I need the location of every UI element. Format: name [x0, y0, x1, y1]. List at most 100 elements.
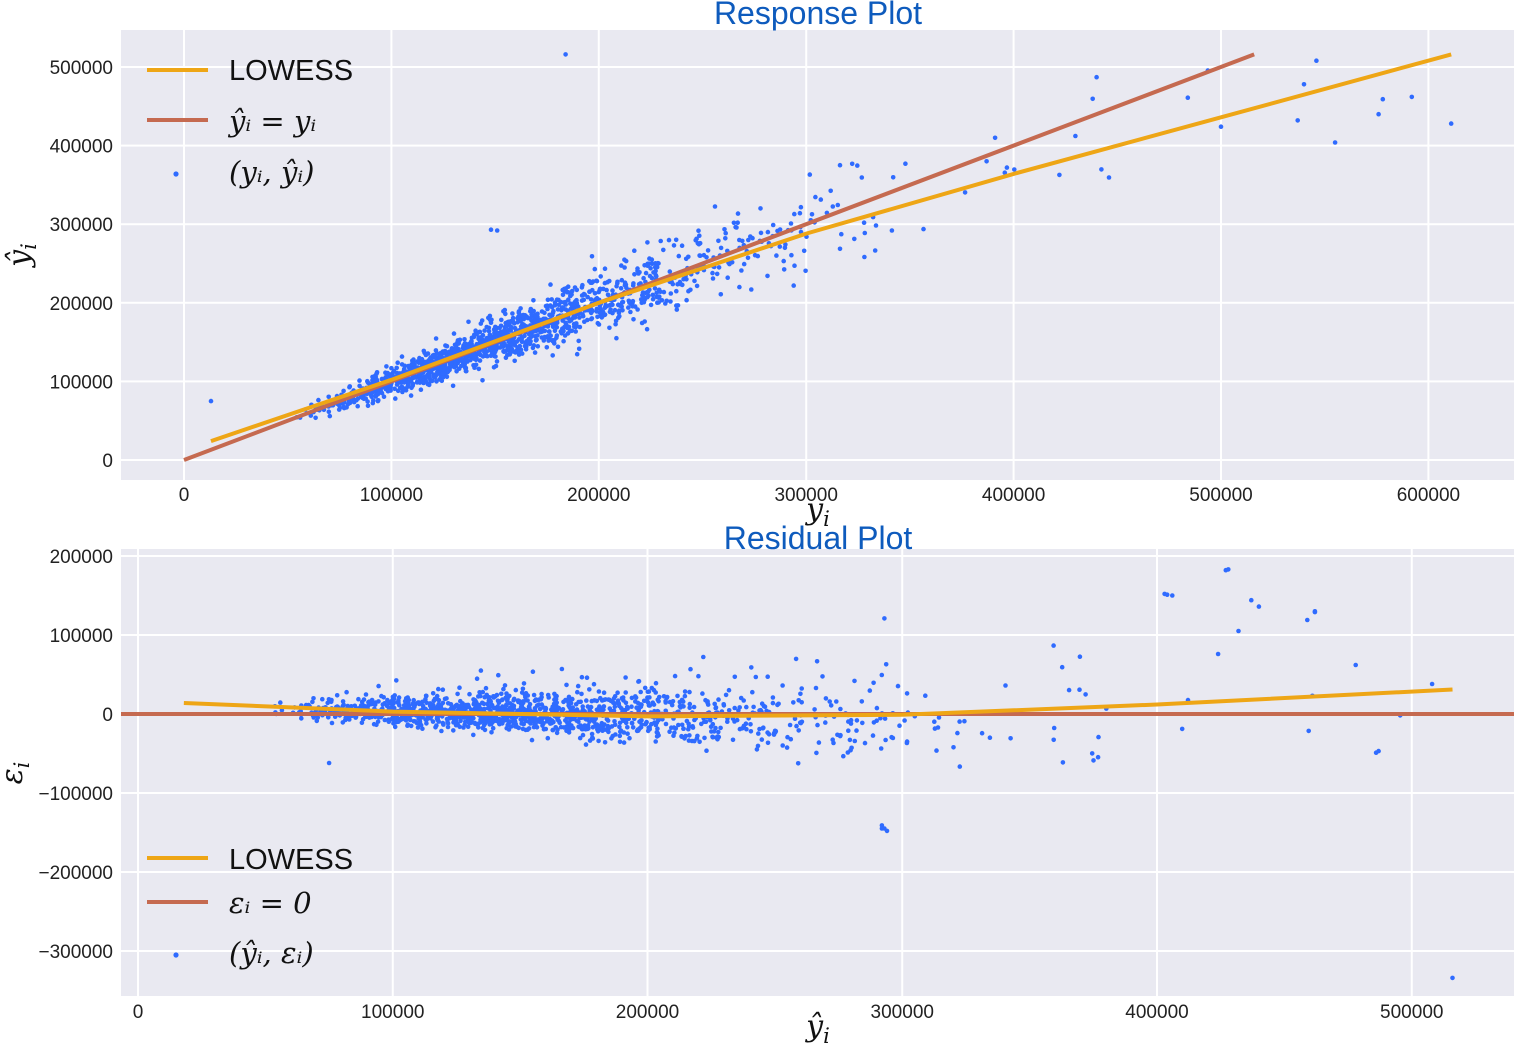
point [476, 336, 481, 342]
point [376, 398, 381, 403]
point [564, 682, 569, 688]
point [620, 695, 626, 700]
point [507, 338, 513, 344]
point [674, 307, 680, 312]
point [499, 317, 504, 323]
point [597, 724, 603, 730]
point [1051, 725, 1057, 731]
point [621, 730, 627, 735]
point [878, 746, 884, 751]
point [279, 708, 285, 713]
point [828, 703, 834, 708]
point [649, 261, 655, 267]
point [610, 302, 615, 308]
point [690, 725, 696, 730]
point [507, 320, 513, 326]
point [647, 273, 653, 279]
point [424, 700, 429, 706]
point [549, 720, 554, 726]
point [550, 704, 555, 710]
point [984, 159, 989, 164]
point [511, 349, 517, 354]
x-tick-label: 0 [179, 485, 190, 506]
point [535, 344, 541, 349]
point [1091, 758, 1096, 763]
point [463, 366, 468, 371]
point [667, 729, 672, 734]
point [485, 336, 491, 341]
point [726, 687, 732, 693]
residual-x-axis-label: ŷi [804, 1009, 830, 1047]
point [831, 740, 836, 746]
point [528, 332, 534, 338]
point [932, 719, 937, 724]
point [403, 696, 409, 701]
point [782, 245, 788, 251]
point [813, 194, 818, 200]
point [432, 353, 438, 359]
point [618, 303, 623, 309]
point [979, 730, 985, 736]
y-tick-label: −100000 [39, 784, 114, 805]
point [759, 737, 765, 742]
point [671, 725, 677, 730]
y-tick-label: 300000 [50, 215, 113, 236]
y-tick-label: 100000 [50, 372, 113, 393]
point [681, 726, 686, 731]
point [733, 224, 738, 230]
point [480, 378, 485, 383]
point [957, 719, 962, 724]
point [487, 695, 492, 700]
point [588, 297, 594, 302]
point [560, 287, 565, 293]
point [545, 735, 551, 741]
point [347, 717, 352, 722]
point [694, 283, 700, 289]
point [772, 728, 778, 734]
point [476, 694, 481, 699]
point [650, 700, 656, 705]
point [700, 691, 705, 696]
point [645, 289, 651, 295]
point [756, 731, 761, 736]
point [799, 686, 804, 691]
point [624, 704, 630, 710]
y-tick-label: 0 [102, 705, 113, 726]
point [612, 307, 618, 313]
point [369, 697, 375, 703]
point [878, 715, 883, 721]
point [716, 697, 721, 702]
point [1353, 662, 1358, 668]
point [1066, 687, 1072, 693]
point [590, 736, 596, 741]
point [446, 716, 452, 721]
point [473, 362, 479, 368]
point [1223, 567, 1229, 573]
legend-label-points: (yᵢ, ŷᵢ) [229, 155, 315, 189]
point [380, 702, 386, 707]
point [649, 721, 654, 727]
point [671, 243, 677, 248]
point [528, 307, 534, 313]
point [522, 343, 528, 349]
point [597, 310, 603, 316]
point [648, 266, 653, 271]
point [622, 257, 627, 263]
point [641, 275, 646, 281]
point [610, 288, 615, 293]
point [620, 308, 625, 313]
point [574, 287, 580, 293]
point [532, 319, 538, 325]
point [539, 691, 544, 697]
point [592, 723, 598, 729]
point [472, 700, 477, 706]
point [418, 387, 424, 393]
point [584, 698, 589, 703]
point [508, 724, 514, 729]
point [737, 284, 742, 290]
point [521, 681, 527, 686]
point [485, 353, 490, 359]
point [744, 726, 749, 732]
point [870, 733, 876, 738]
x-tick-label: 400000 [982, 485, 1045, 506]
